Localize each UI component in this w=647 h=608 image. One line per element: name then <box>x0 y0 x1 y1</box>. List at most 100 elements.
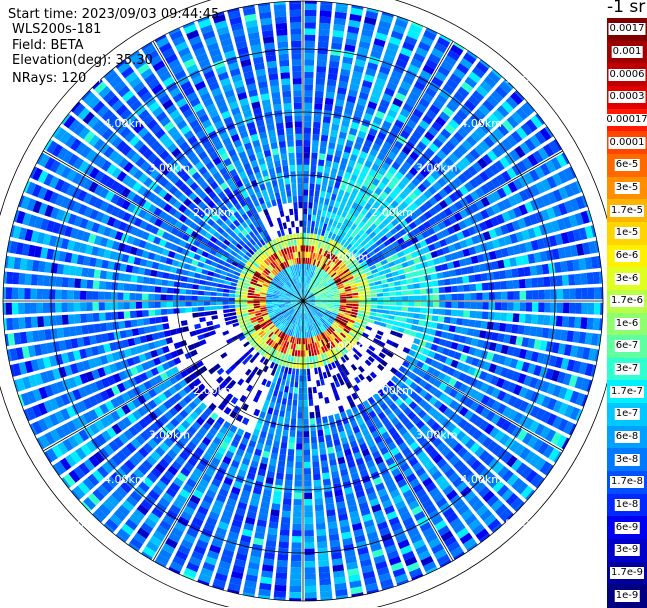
radar-gate-cell <box>370 290 377 294</box>
radar-gate-cell <box>248 290 255 293</box>
radar-gate-cell <box>205 316 212 321</box>
radar-gate-cell <box>270 509 279 516</box>
radar-gate-cell <box>304 196 308 202</box>
radar-gate-cell <box>293 505 302 511</box>
radar-gate-cell <box>241 307 248 310</box>
radar-gate-cell <box>388 282 395 287</box>
radar-gate-cell <box>313 468 320 475</box>
radar-gate-cell <box>328 528 338 535</box>
radar-gate-cell <box>169 274 176 280</box>
radar-gate-cell <box>377 309 384 313</box>
radar-gate-cell <box>260 295 266 297</box>
radar-gate-cell <box>201 269 208 275</box>
radar-gate-cell <box>387 278 394 283</box>
radar-gate-cell <box>330 540 341 547</box>
radar-gate-cell <box>330 465 338 472</box>
radar-gate-cell <box>298 412 303 418</box>
radar-gate-cell <box>130 284 137 291</box>
radar-gate-cell <box>371 301 377 304</box>
radar-gate-cell <box>526 302 532 311</box>
radar-gate-cell <box>155 279 162 286</box>
radar-gate-cell <box>99 313 106 322</box>
radar-gate-cell <box>450 317 457 324</box>
radar-gate-cell <box>420 308 427 313</box>
radar-gate-cell <box>304 78 313 84</box>
radar-gate-cell <box>304 221 307 227</box>
radar-gate-cell <box>136 285 143 292</box>
radar-gate-cell <box>574 274 581 286</box>
radar-gate-cell <box>402 296 408 300</box>
radar-gate-cell <box>538 290 544 300</box>
radar-gate-cell <box>279 535 289 542</box>
radar-gate-cell <box>318 554 329 561</box>
radar-gate-cell <box>260 301 266 303</box>
radar-gate-cell <box>290 431 296 438</box>
radar-gate-cell <box>18 303 25 315</box>
radar-gate-cell <box>308 381 312 388</box>
radar-gate-cell <box>413 313 420 318</box>
radar-gate-cell <box>49 289 56 299</box>
radar-gate-cell <box>92 302 98 311</box>
radar-gate-cell <box>286 405 291 412</box>
radar-gate-cell <box>299 338 301 344</box>
radar-gate-cell <box>230 286 237 290</box>
radar-gate-cell <box>314 480 322 487</box>
radar-gate-cell <box>272 415 278 422</box>
radar-gate-cell <box>370 312 377 316</box>
radar-gate-cell <box>588 303 595 315</box>
radar-gate-cell <box>304 511 313 517</box>
radar-gate-cell <box>330 55 341 62</box>
radar-gate-cell <box>217 288 224 292</box>
radar-gate-cell <box>449 270 456 277</box>
radar-gate-cell <box>305 53 315 60</box>
radar-gate-cell <box>276 397 281 404</box>
radar-gate-cell <box>279 410 285 417</box>
radar-gate-cell <box>57 328 64 339</box>
radar-gate-cell <box>427 295 433 300</box>
radar-gate-cell <box>383 310 390 314</box>
radar-gate-cell <box>370 309 377 313</box>
radar-gate-cell <box>587 318 594 330</box>
radar-gate-cell <box>221 270 228 275</box>
radar-gate-cell <box>260 303 266 305</box>
radar-gate-cell <box>298 400 302 406</box>
radar-gate-cell <box>144 269 151 276</box>
radar-gate-cell <box>175 321 182 327</box>
radar-gate-cell <box>309 246 312 252</box>
radar-gate-cell <box>330 213 336 220</box>
radar-gate-cell <box>306 350 309 356</box>
radar-gate-cell <box>531 314 538 324</box>
radar-gate-cell <box>451 310 458 317</box>
radar-gate-cell <box>12 318 19 330</box>
radar-gate-cell <box>389 292 396 296</box>
radar-gate-cell <box>426 281 433 287</box>
radar-gate-cell <box>295 462 302 468</box>
radar-gate-cell <box>298 350 301 356</box>
radar-gate-cell <box>328 142 335 149</box>
radar-gate-cell <box>271 503 280 510</box>
radar-gate-cell <box>305 555 315 562</box>
radar-gate-cell <box>562 275 569 286</box>
radar-gate-cell <box>313 393 318 400</box>
radar-gate-cell <box>384 268 391 274</box>
radar-gate-cell <box>187 319 194 325</box>
radar-gate-cell <box>266 299 272 301</box>
radar-gate-cell <box>305 28 316 35</box>
radar-gate-cell <box>118 273 125 281</box>
radar-gate-cell <box>327 447 334 454</box>
radar-gate-cell <box>308 202 312 209</box>
radar-gate-cell <box>80 314 87 323</box>
radar-gate-cell <box>407 284 414 289</box>
radar-gate-cell <box>383 306 390 310</box>
radar-gate-cell <box>352 307 358 310</box>
radar-gate-cell <box>334 301 340 303</box>
radar-gate-cell <box>117 302 123 310</box>
radar-gate-cell <box>551 289 558 299</box>
radar-gate-cell <box>457 285 464 292</box>
radar-gate-cell <box>319 442 326 449</box>
radar-gate-cell <box>304 524 313 530</box>
radar-gate-cell <box>381 279 388 284</box>
radar-gate-cell <box>405 324 412 330</box>
radar-gate-cell <box>323 422 329 429</box>
